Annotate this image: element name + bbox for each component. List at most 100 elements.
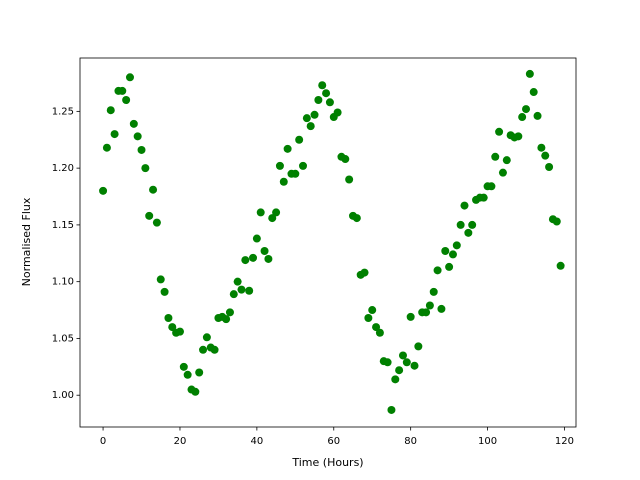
point <box>118 86 127 95</box>
x-tick-label: 120 <box>555 436 574 447</box>
y-tick-label: 1.00 <box>52 390 74 401</box>
point <box>402 358 411 367</box>
point <box>110 130 119 139</box>
x-tick-label: 80 <box>404 436 417 447</box>
point <box>433 266 442 275</box>
point <box>368 306 377 315</box>
point <box>249 253 258 262</box>
x-tick-label: 0 <box>100 436 106 447</box>
point <box>533 111 542 120</box>
point <box>199 345 208 354</box>
point <box>245 286 254 295</box>
point <box>556 261 565 270</box>
point <box>252 234 261 243</box>
point <box>479 193 488 202</box>
y-tick-label: 1.05 <box>52 333 74 344</box>
point <box>160 287 169 296</box>
point <box>325 98 334 107</box>
point <box>256 208 265 217</box>
point <box>345 175 354 184</box>
point <box>495 127 504 136</box>
point <box>310 110 319 119</box>
point <box>398 351 407 360</box>
point <box>149 185 158 194</box>
x-tick-label: 40 <box>251 436 264 447</box>
point <box>391 375 400 384</box>
point <box>514 132 523 141</box>
x-axis-title: Time (Hours) <box>291 456 363 469</box>
x-tick-label: 100 <box>478 436 497 447</box>
point <box>241 256 250 265</box>
point <box>179 362 188 371</box>
point <box>383 358 392 367</box>
point <box>295 135 304 144</box>
y-tick-label: 1.25 <box>52 106 74 117</box>
point <box>452 241 461 250</box>
point <box>456 220 465 229</box>
point <box>102 143 111 152</box>
point <box>491 152 500 161</box>
point <box>191 387 200 396</box>
point <box>268 214 277 223</box>
point <box>437 304 446 313</box>
point <box>314 96 323 105</box>
point <box>183 370 192 379</box>
point <box>279 177 288 186</box>
point <box>272 208 281 217</box>
point <box>237 285 246 294</box>
point <box>145 211 154 220</box>
point <box>299 161 308 170</box>
point <box>156 275 165 284</box>
point <box>352 214 361 223</box>
y-axis-title: Normalised Flux <box>20 197 33 286</box>
point <box>364 314 373 323</box>
point <box>260 247 269 256</box>
y-tick-label: 1.15 <box>52 220 74 231</box>
point <box>429 287 438 296</box>
point <box>141 164 150 173</box>
point <box>106 106 115 115</box>
point <box>487 182 496 191</box>
point <box>129 119 138 128</box>
point <box>122 96 131 105</box>
point <box>168 323 177 332</box>
point <box>541 151 550 160</box>
point <box>333 108 342 117</box>
point <box>375 328 384 337</box>
point <box>225 308 234 317</box>
point <box>175 327 184 336</box>
point <box>99 186 108 195</box>
y-tick-label: 1.10 <box>52 277 74 288</box>
point <box>545 162 554 171</box>
point <box>414 342 423 351</box>
point <box>322 89 331 98</box>
point <box>410 361 419 370</box>
point <box>422 308 431 317</box>
point <box>164 314 173 323</box>
point <box>448 250 457 259</box>
point <box>525 69 534 78</box>
point <box>137 145 146 154</box>
point <box>360 268 369 277</box>
point <box>318 81 327 90</box>
point <box>522 105 531 114</box>
point <box>372 323 381 332</box>
point <box>222 315 231 324</box>
point <box>464 228 473 237</box>
point <box>406 312 415 321</box>
point <box>233 277 242 286</box>
x-tick-label: 20 <box>174 436 187 447</box>
point <box>133 132 142 141</box>
point <box>306 122 315 131</box>
point <box>202 333 211 342</box>
point <box>125 73 134 82</box>
point <box>302 114 311 123</box>
point <box>387 405 396 414</box>
point <box>537 143 546 152</box>
point <box>283 144 292 153</box>
point <box>502 156 511 165</box>
point <box>425 301 434 310</box>
point <box>552 217 561 226</box>
point <box>152 218 161 227</box>
